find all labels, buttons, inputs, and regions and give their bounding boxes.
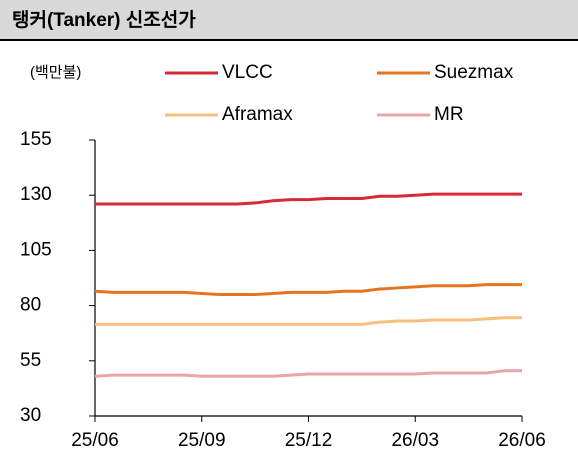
y-tick-label: 155 [20,129,52,150]
x-tick-label: 26/06 [498,430,546,451]
y-tick-label: 30 [20,405,41,426]
chart-title: 탱커(Tanker) 신조선가 [12,9,196,31]
title-bar [0,0,578,40]
unit-label: (백만불) [30,64,81,81]
legend-label: MR [434,104,464,125]
legend-label: Aframax [222,104,293,125]
y-tick-label: 105 [20,239,52,260]
series-line [94,369,522,378]
legend-label: VLCC [222,62,273,83]
y-tick-label: 55 [20,350,41,371]
x-tick-label: 25/06 [71,430,119,451]
series-line [95,192,522,206]
series-line [95,316,522,326]
legend-label: Suezmax [434,62,514,83]
y-tick-label: 130 [20,184,52,205]
x-tick-label: 25/09 [178,430,226,451]
x-tick-label: 26/03 [391,430,439,451]
x-tick-label: 25/12 [285,430,333,451]
series-line [94,283,522,297]
y-tick-label: 80 [20,295,41,316]
